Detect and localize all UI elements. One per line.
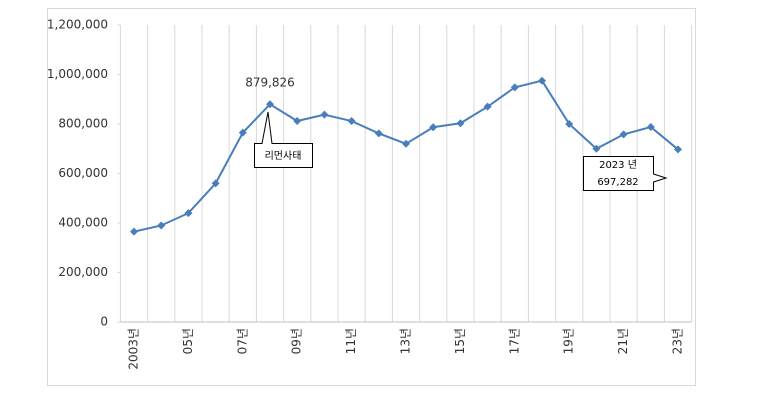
y-tick-label: 1,000,000	[47, 67, 108, 81]
marker	[266, 100, 274, 109]
x-tick-label: 21년	[616, 328, 630, 354]
y-tick-label: 1,200,000	[47, 18, 108, 32]
marker	[184, 209, 193, 218]
marker	[130, 227, 138, 236]
data-label: 879,826	[245, 76, 295, 90]
x-tick-label: 19년	[562, 328, 576, 354]
marker	[374, 129, 383, 138]
y-tick-label: 200,000	[58, 265, 108, 279]
marker	[619, 130, 628, 139]
marker	[483, 102, 492, 111]
data-label: 697,282	[597, 177, 638, 188]
callout	[254, 111, 313, 168]
x-tick-label: 05년	[181, 328, 195, 354]
marker	[157, 221, 166, 230]
chart-frame	[47, 8, 696, 386]
y-tick-label: 800,000	[58, 117, 108, 131]
marker	[510, 83, 519, 92]
callout	[583, 156, 668, 191]
marker	[592, 144, 601, 153]
marker	[293, 117, 302, 126]
marker	[320, 110, 329, 119]
marker	[565, 120, 574, 128]
marker	[429, 123, 438, 132]
marker	[347, 117, 356, 126]
marker	[674, 145, 682, 154]
y-tick-label: 600,000	[58, 166, 108, 180]
annotation: 리먼사태	[265, 150, 302, 162]
marker	[646, 122, 655, 131]
x-tick-label: 2003년	[127, 328, 141, 370]
x-tick-label: 09년	[290, 328, 304, 354]
plot	[130, 76, 682, 236]
y-tick-label: 400,000	[58, 216, 108, 230]
marker	[456, 119, 465, 128]
x-tick-label: 17년	[507, 328, 521, 354]
grid	[117, 24, 693, 323]
x-tick-label: 15년	[453, 328, 467, 354]
x-tick-label: 23년	[671, 328, 685, 354]
y-tick-label: 0	[100, 315, 108, 329]
marker	[211, 179, 220, 188]
annotation: 2023 년	[599, 159, 637, 171]
x-tick-label: 11년	[344, 328, 358, 354]
x-tick-label: 13년	[399, 328, 413, 354]
marker	[402, 139, 410, 148]
marker	[238, 128, 247, 137]
x-tick-label: 07년	[235, 328, 249, 354]
marker	[538, 76, 546, 85]
